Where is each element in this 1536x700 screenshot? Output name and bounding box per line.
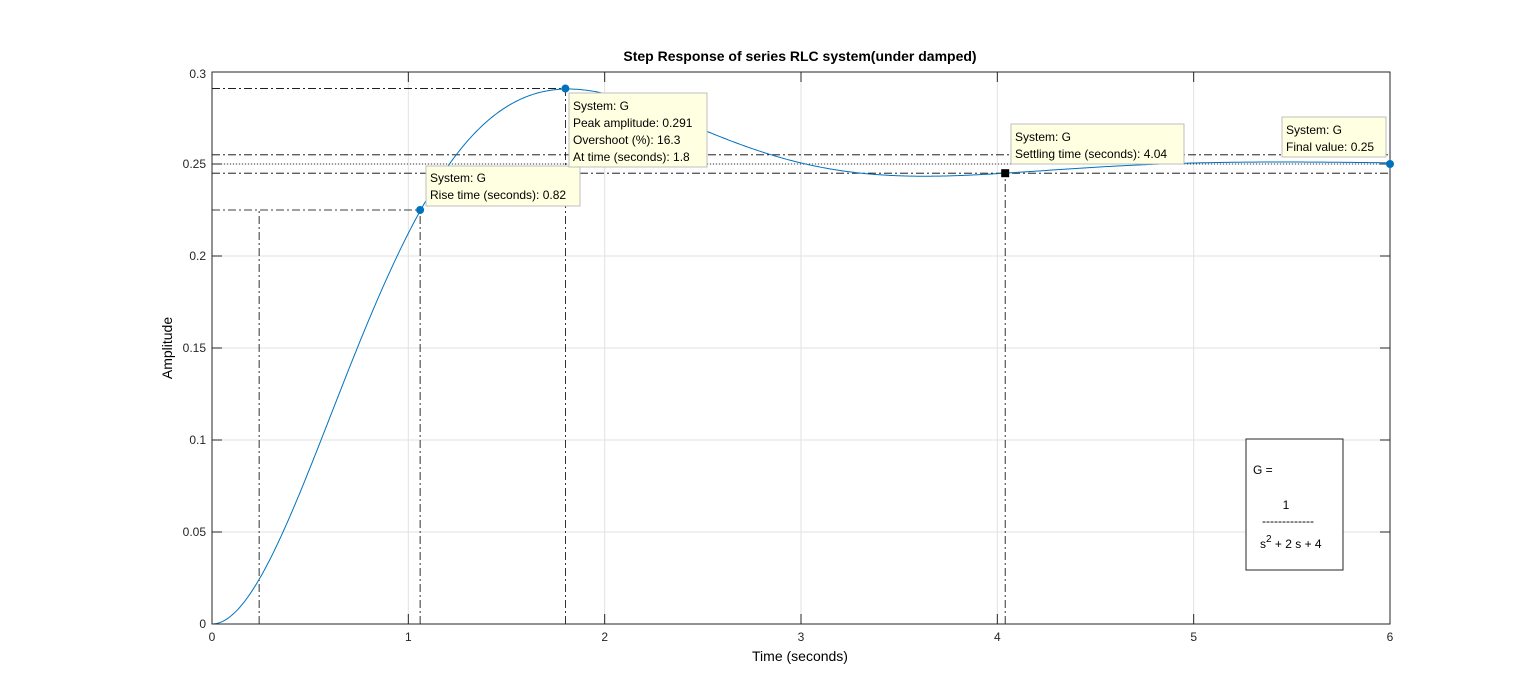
y-tick-label: 0.3 [189, 67, 206, 81]
settling-time-marker [1001, 169, 1010, 178]
step-response-line [211, 88, 1391, 625]
settling-time-datatip[interactable]: System: G Settling time (seconds): 4.04 [1010, 123, 1185, 165]
y-axis-label: Amplitude [159, 317, 175, 379]
y-tick-label: 0.15 [183, 341, 207, 355]
datatip-system: System: G [1015, 130, 1071, 144]
x-tick-label: 3 [798, 630, 805, 644]
transfer-function-lhs: G = [1253, 463, 1273, 477]
peak-response-datatip[interactable]: System: G Peak amplitude: 0.291 Overshoo… [568, 92, 708, 168]
x-tick-label: 0 [209, 630, 216, 644]
characteristic-markers [416, 84, 1394, 214]
transfer-function-box: G = 1 ------------- s2 + 2 s + 4 [1245, 438, 1344, 571]
denominator-rest: + 2 s + 4 [1272, 537, 1322, 551]
y-tick-label: 0.05 [183, 525, 207, 539]
x-axis-label: Time (seconds) [752, 648, 848, 664]
datatip-system: System: G [573, 99, 629, 113]
datatip-settling-time: Settling time (seconds): 4.04 [1015, 147, 1167, 161]
final-value-marker [1386, 160, 1394, 168]
transfer-function-divider: ------------- [1262, 514, 1314, 528]
x-tick-label: 5 [1190, 630, 1197, 644]
datatip-overshoot: Overshoot (%): 16.3 [573, 133, 681, 147]
transfer-function-frame [1245, 438, 1344, 571]
axis-ticks [211, 71, 1391, 625]
datatip-peak-time: At time (seconds): 1.8 [573, 150, 690, 164]
y-tick-label: 0.2 [189, 249, 206, 263]
rise-time-marker [416, 206, 425, 214]
datatip-box [568, 92, 708, 168]
transfer-function-numerator: 1 [1283, 498, 1290, 512]
y-tick-label: 0.1 [189, 433, 206, 447]
transfer-function-denominator: s2 + 2 s + 4 [1260, 534, 1322, 551]
datatip-box [1281, 116, 1387, 158]
datatip-peak-amplitude: Peak amplitude: 0.291 [573, 116, 693, 130]
peak-marker [561, 84, 570, 93]
datatip-system: System: G [430, 171, 486, 185]
x-tick-label: 6 [1387, 630, 1394, 644]
y-tick-label: 0 [199, 617, 206, 631]
x-tick-label: 4 [994, 630, 1001, 644]
datatip-final-value: Final value: 0.25 [1286, 140, 1374, 154]
denominator-s: s [1260, 537, 1266, 551]
x-tick-label: 2 [601, 630, 608, 644]
datatip-system: System: G [1286, 123, 1342, 137]
x-tick-label: 1 [405, 630, 412, 644]
y-tick-label: 0.25 [183, 157, 207, 171]
datatip-box [1010, 123, 1185, 165]
datatip-rise-time: Rise time (seconds): 0.82 [430, 188, 566, 202]
denominator-exponent: 2 [1266, 534, 1272, 545]
final-value-datatip[interactable]: System: G Final value: 0.25 [1281, 116, 1387, 158]
rise-time-datatip[interactable]: System: G Rise time (seconds): 0.82 [425, 165, 581, 207]
chart-title: Step Response of series RLC system(under… [623, 48, 976, 64]
datatip-box [425, 165, 581, 207]
characteristic-guides [212, 88, 1390, 624]
